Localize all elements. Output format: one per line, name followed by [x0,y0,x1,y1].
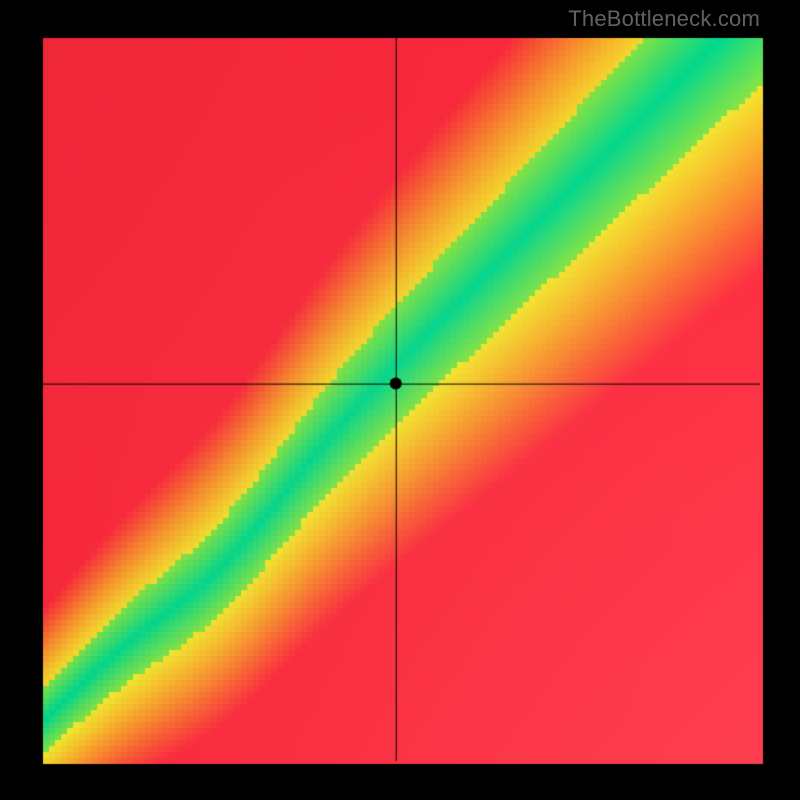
chart-container: TheBottleneck.com [0,0,800,800]
bottleneck-heatmap [0,0,800,800]
watermark-text: TheBottleneck.com [568,6,760,32]
